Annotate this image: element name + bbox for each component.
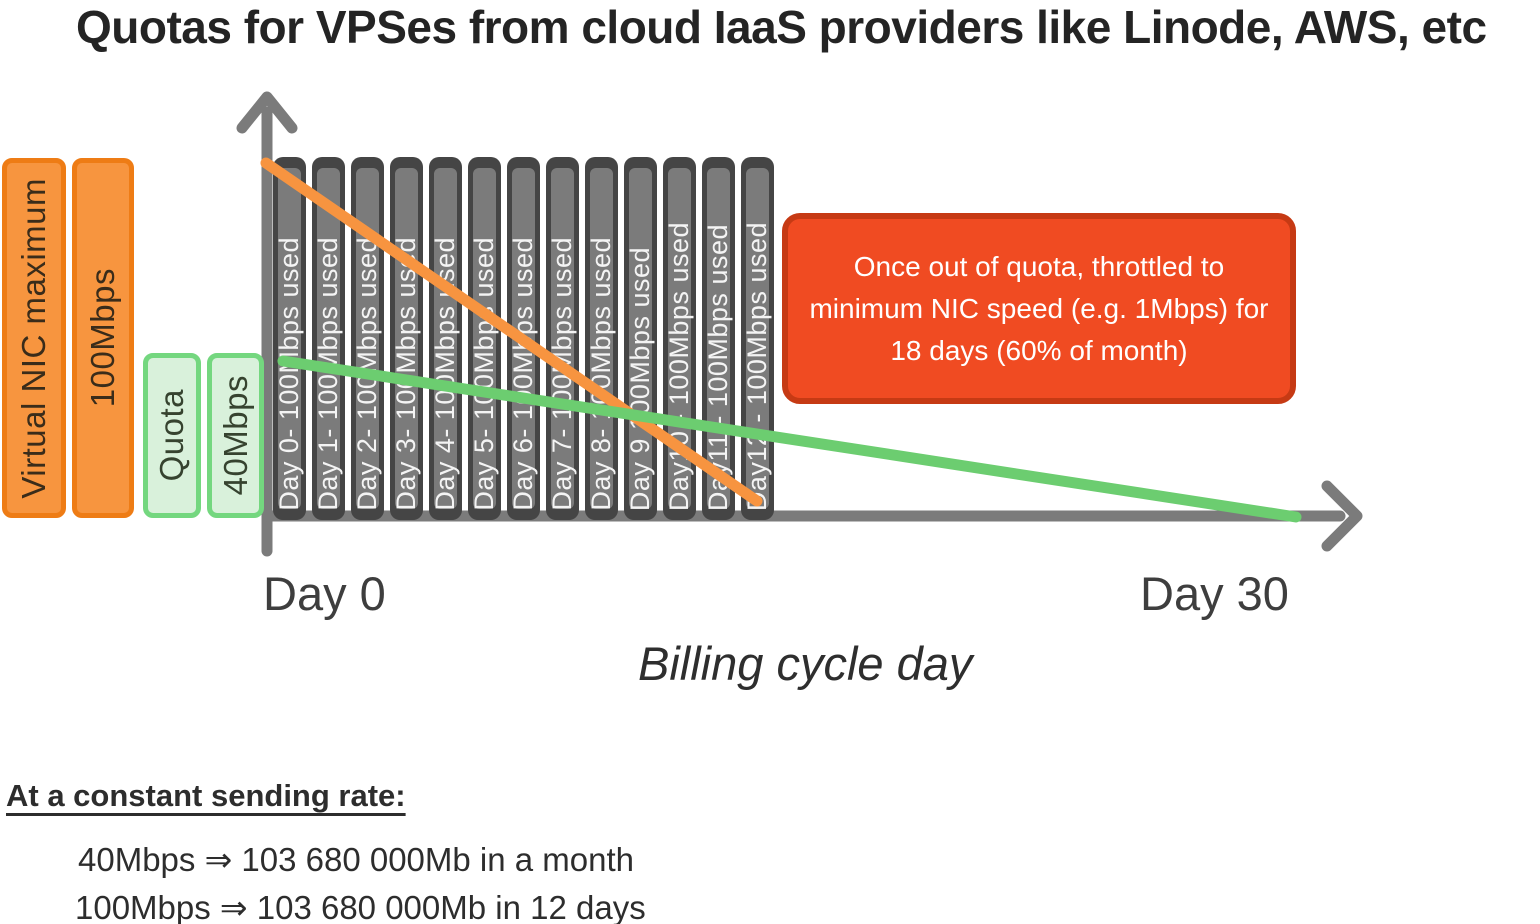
- throttle-callout-line: minimum NIC speed (e.g. 1Mbps) for: [809, 292, 1269, 324]
- note-line: 100Mbps ⇒ 103 680 000Mb in 12 days: [75, 889, 646, 924]
- day-bar-label: Day 8- 100Mbps used: [586, 237, 616, 511]
- day-bar: Day 7- 100Mbps used: [546, 157, 579, 520]
- day-bar-label: Day10 - 100Mbps used: [664, 221, 694, 511]
- quota-label-box: Quota: [143, 353, 201, 518]
- throttle-callout: Once out of quota, throttled to minimum N…: [782, 213, 1296, 404]
- virtual-nic-max-label-box: Virtual NIC maximum: [2, 158, 66, 518]
- day-bar: Day11 - 100Mbps used: [702, 157, 735, 520]
- day-bar-label: Day12 - 100Mbps used: [742, 221, 772, 511]
- day-bar: Day 9 100Mbps used: [624, 157, 657, 520]
- day-bar-label: Day 2- 100Mbps used: [352, 237, 382, 511]
- day-bar: Day 3- 100Mbps used: [390, 157, 423, 520]
- day-bar: Day 0- 100Mbps used: [273, 157, 306, 520]
- day-bar: Day10 - 100Mbps used: [663, 157, 696, 520]
- x-tick-day-0: Day 0: [263, 567, 386, 620]
- day-bar: Day 2- 100Mbps used: [351, 157, 384, 520]
- day-bar-label: Day 6- 100Mbps used: [508, 237, 538, 511]
- day-bar-label: Day 3- 100Mbps used: [391, 237, 421, 511]
- page-title: Quotas for VPSes from cloud IaaS provide…: [76, 1, 1487, 53]
- day-bar-label: Day 1- 100Mbps used: [313, 237, 343, 511]
- virtual-nic-max-value-box: 100Mbps: [72, 158, 134, 518]
- day-bar-label: Day 9 100Mbps used: [625, 246, 655, 511]
- day-bar-label: Day 0- 100Mbps used: [274, 237, 304, 511]
- day-bar: Day 1- 100Mbps used: [312, 157, 345, 520]
- day-bar-label: Day11 - 100Mbps used: [703, 223, 733, 511]
- day-bar: Day 8- 100Mbps used: [585, 157, 618, 520]
- day-bar: Day 4- 100Mbps used: [429, 157, 462, 520]
- day-bar: Day 6- 100Mbps used: [507, 157, 540, 520]
- note-line: 40Mbps ⇒ 103 680 000Mb in a month: [78, 841, 635, 878]
- day-bar: Day12 - 100Mbps used: [741, 157, 774, 520]
- day-bar-label: Day 7- 100Mbps used: [547, 237, 577, 511]
- day-bar-label: Day 4- 100Mbps used: [430, 237, 460, 511]
- x-tick-day-30: Day 30: [1140, 567, 1289, 620]
- x-axis-title: Billing cycle day: [638, 637, 973, 690]
- throttle-callout-line: Once out of quota, throttled to: [853, 250, 1225, 282]
- day-bar: Day 5- 100Mbps used: [468, 157, 501, 520]
- throttle-callout-line: 18 days (60% of month): [890, 334, 1188, 366]
- day-bar-label: Day 5- 100Mbps used: [469, 237, 499, 511]
- throttle-callout-text: Once out of quota, throttled to minimum N…: [809, 246, 1268, 372]
- notes-heading: At a constant sending rate:: [6, 778, 406, 813]
